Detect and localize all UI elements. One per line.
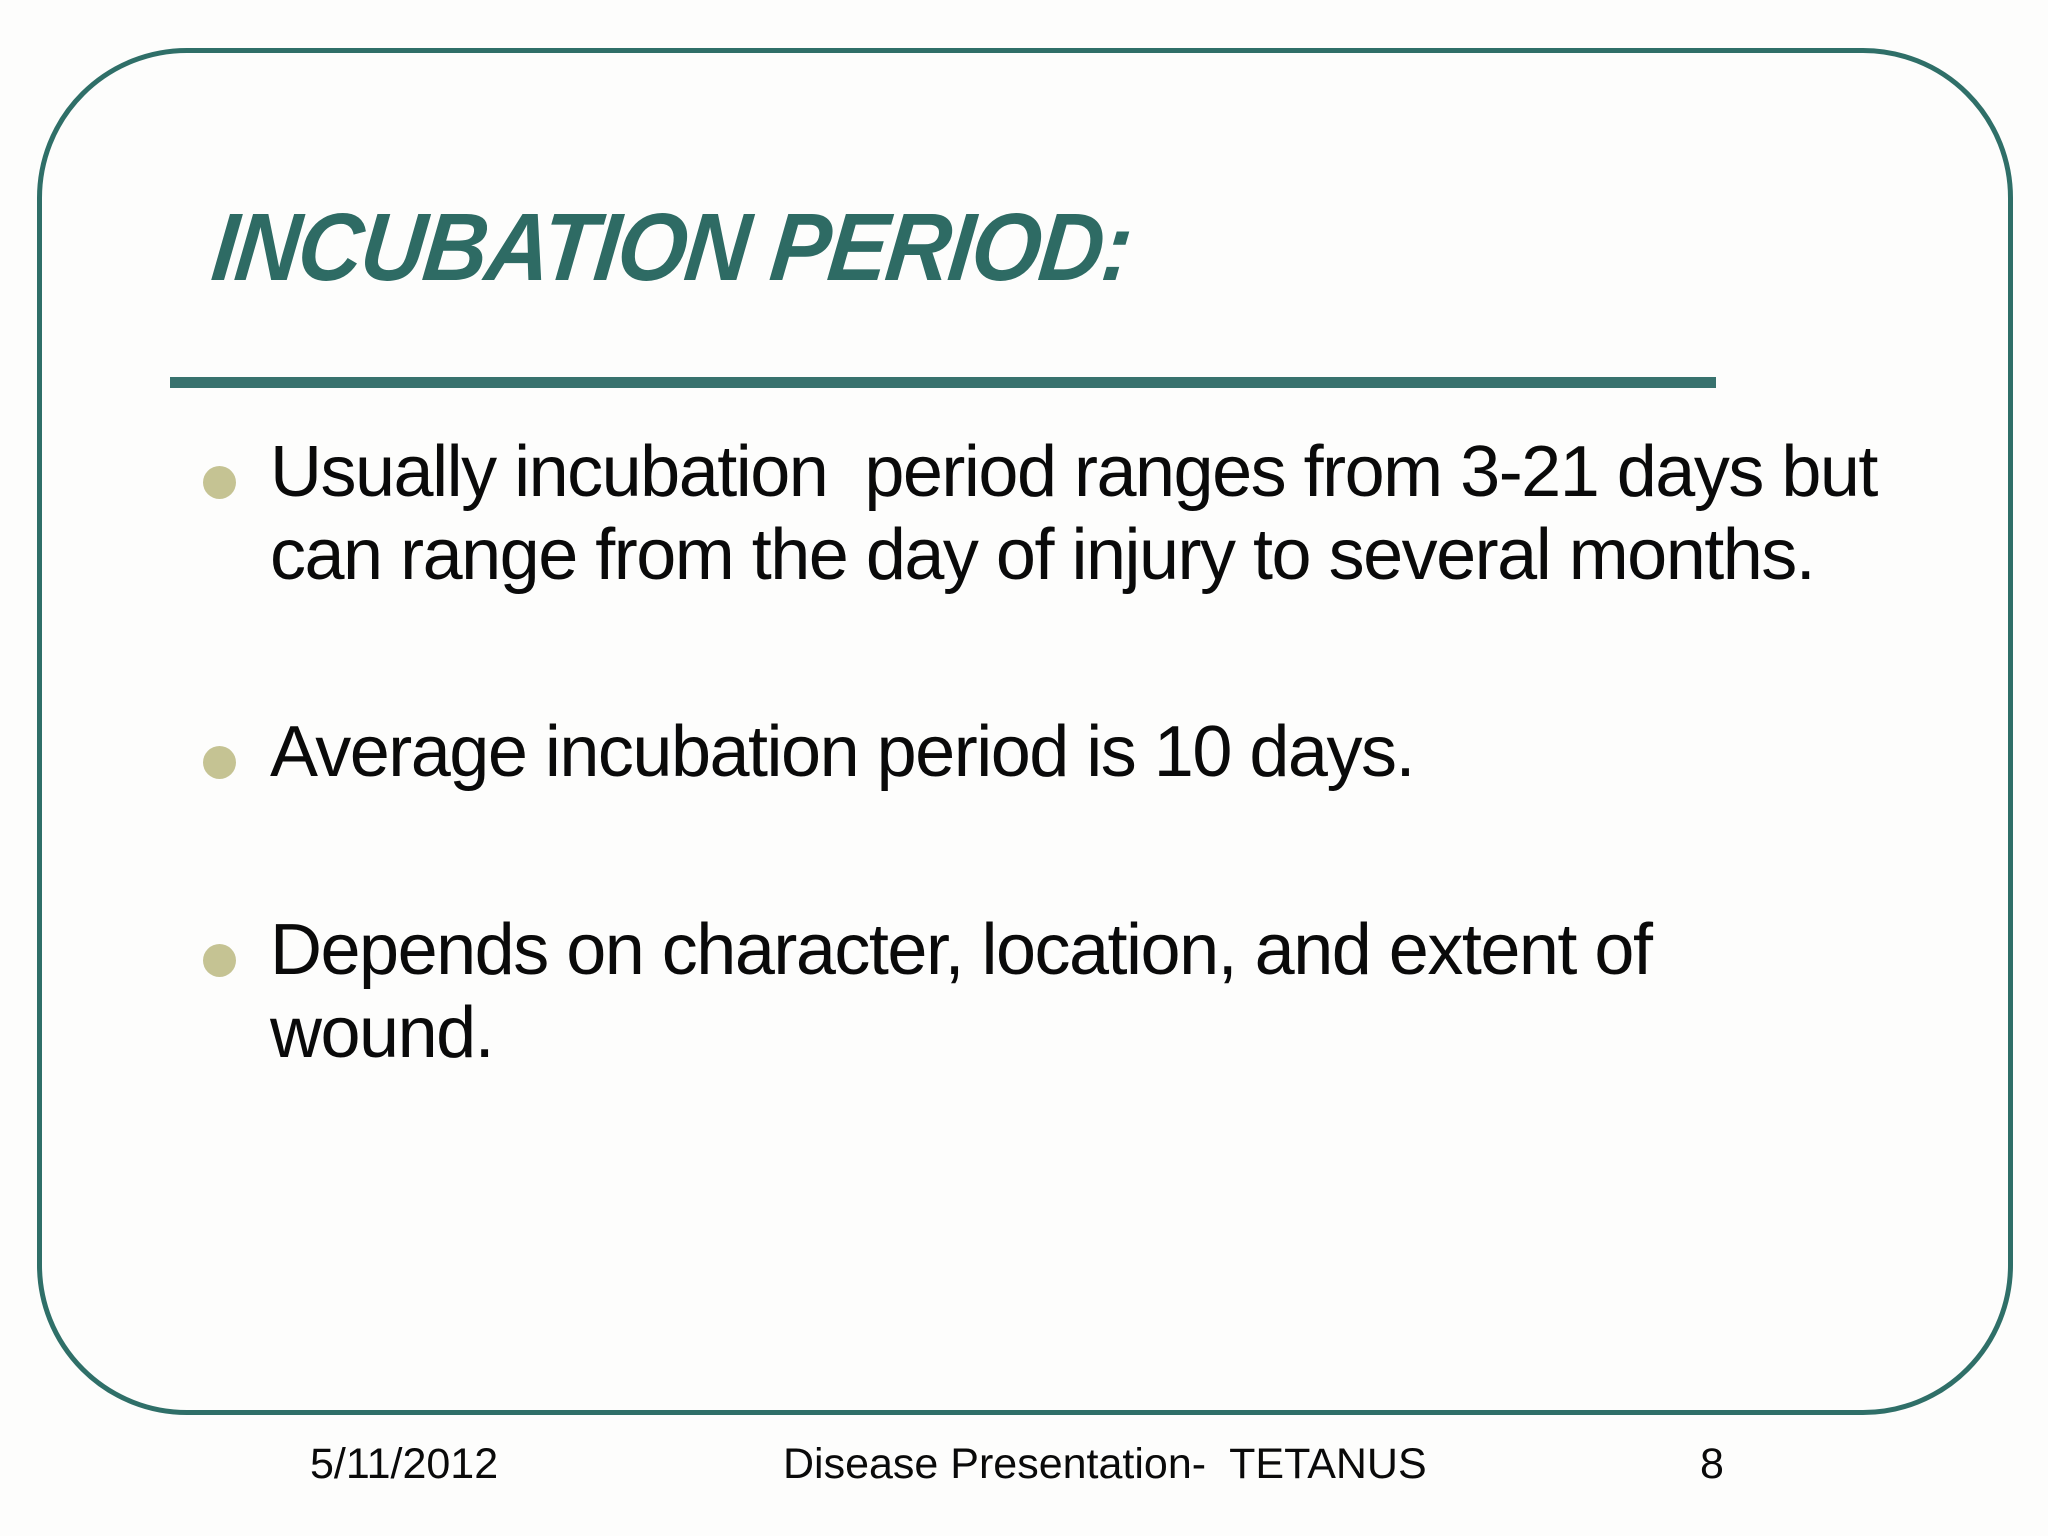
bullet-item-3: Depends on character, location, and exte… bbox=[203, 909, 1653, 1075]
bullet-item-2: Average incubation period is 10 days. bbox=[203, 711, 1415, 794]
footer-presentation-title: Disease Presentation- TETANUS bbox=[783, 1440, 1427, 1488]
bullet-text-3: Depends on character, location, and exte… bbox=[270, 909, 1653, 1075]
title-underline-rule bbox=[170, 377, 1716, 388]
bullet-3-line-2: wound. bbox=[270, 993, 495, 1073]
bullet-1-line-2: can range from the day of injury to seve… bbox=[270, 515, 1816, 595]
bullet-item-1: Usually incubation period ranges from 3-… bbox=[203, 431, 1878, 597]
bullet-1-line-1: Usually incubation period ranges from 3-… bbox=[270, 432, 1878, 512]
footer-page-number: 8 bbox=[1700, 1440, 1724, 1488]
slide-border-frame bbox=[37, 48, 2013, 1415]
slide-title: INCUBATION PERIOD: bbox=[207, 194, 1136, 301]
bullet-3-line-1: Depends on character, location, and exte… bbox=[270, 910, 1653, 990]
bullet-2-line-1: Average incubation period is 10 days. bbox=[270, 712, 1415, 792]
bullet-text-1: Usually incubation period ranges from 3-… bbox=[270, 431, 1878, 597]
bullet-dot-icon bbox=[203, 746, 236, 779]
footer-date: 5/11/2012 bbox=[310, 1440, 499, 1488]
bullet-text-2: Average incubation period is 10 days. bbox=[270, 711, 1415, 794]
bullet-dot-icon bbox=[203, 466, 236, 499]
bullet-dot-icon bbox=[203, 944, 236, 977]
